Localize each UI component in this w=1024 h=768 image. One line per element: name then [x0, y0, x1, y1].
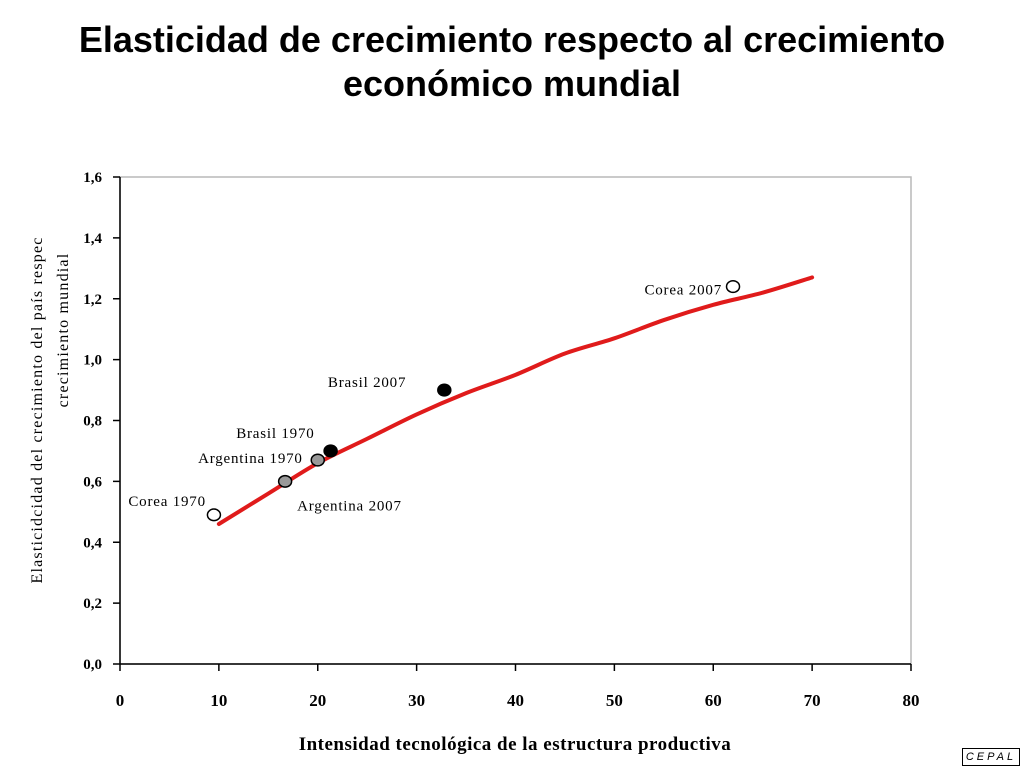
x-tick-label: 10: [210, 691, 227, 710]
y-axis-label-line-1: Elasticidcidad del crecimiento del país …: [29, 236, 46, 583]
y-tick-label: 0,8: [83, 414, 102, 430]
data-label-brasil-2007: Brasil 2007: [328, 375, 406, 391]
data-point-corea-1970: [206, 508, 222, 522]
y-tick-label: 1,4: [83, 231, 102, 247]
y-axis-label-line-2: crecimiento mundial: [55, 253, 72, 408]
x-tick-label: 60: [705, 691, 722, 710]
x-tick-label: 0: [116, 691, 125, 710]
page-title-line-2: económico mundial: [342, 63, 682, 104]
data-point-argentina-1970: [310, 453, 325, 467]
data-label-argentina-1970: Argentina 1970: [198, 451, 303, 467]
axis-ticks: 0 10 20 30 40 50 60 70 80 0,0 0,2 0,4 0,6 0,8 1,0 1,2 1,…: [83, 170, 919, 710]
y-axis-label: Elasticidcidad del crecimiento del país …: [29, 236, 72, 583]
data-point-argentina-2007: [277, 474, 293, 488]
y-tick-label: 1,0: [83, 353, 102, 369]
y-tick-label: 0,2: [83, 596, 102, 612]
data-point-brasil-2007: [437, 383, 452, 397]
data-points-layer: Corea 1970 Argentina 1970 Argentina 2007 Br…: [128, 280, 741, 522]
plot-area: [119, 176, 912, 665]
data-label-brasil-1970: Brasil 1970: [236, 426, 314, 442]
x-tick-label: 80: [903, 691, 920, 710]
y-tick-label: 0,4: [83, 535, 102, 551]
cepal-logo: CEPAL: [962, 748, 1020, 766]
x-tick-label: 40: [507, 691, 524, 710]
page-title-line-1: Elasticidad de crecimiento respecto al c…: [78, 19, 946, 60]
x-tick-label: 30: [408, 691, 425, 710]
data-point-corea-2007: [725, 280, 741, 294]
x-axis-label: Intensidad tecnológica de la estructura …: [299, 734, 732, 755]
x-tick-label: 70: [804, 691, 821, 710]
data-label-corea-2007: Corea 2007: [644, 283, 722, 299]
y-tick-label: 1,6: [83, 170, 102, 186]
y-tick-label: 0,6: [83, 474, 102, 490]
x-tick-label: 20: [309, 691, 326, 710]
data-label-corea-1970: Corea 1970: [128, 494, 206, 510]
y-tick-label: 0,0: [83, 657, 102, 673]
x-tick-label: 50: [606, 691, 623, 710]
data-point-brasil-1970: [323, 444, 338, 458]
page-title: Elasticidad de crecimiento respecto al c…: [0, 18, 1024, 106]
data-label-argentina-2007: Argentina 2007: [297, 498, 402, 514]
y-tick-label: 1,2: [83, 292, 102, 308]
